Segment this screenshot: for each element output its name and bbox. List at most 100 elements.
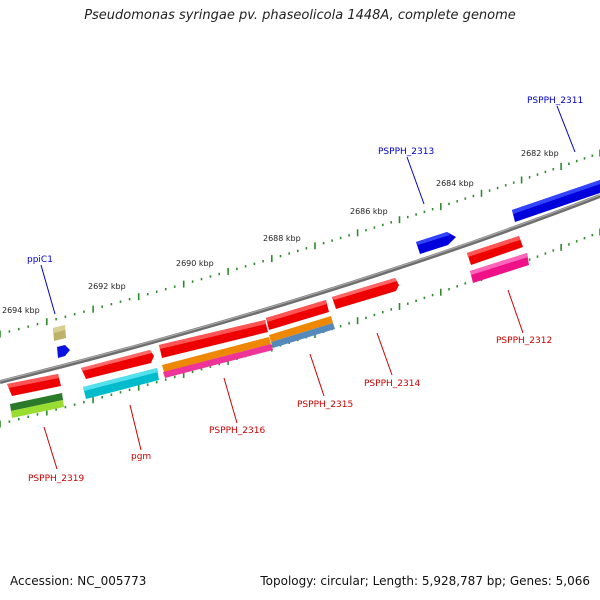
upper-tick-mark (575, 159, 578, 163)
upper-tick-mark (373, 226, 376, 229)
lower-tick-mark (155, 381, 158, 384)
lower-tick-mark (339, 325, 342, 328)
gene-label-PSPPH_2311[interactable]: PSPPH_2311 (527, 96, 583, 106)
upper-tick-mark (253, 262, 256, 265)
lower-tick-mark (128, 388, 131, 391)
leader-PSPPH_2319 (43, 426, 58, 470)
upper-tick-mark (18, 327, 20, 331)
genome-backbone (0, 194, 600, 384)
upper-tick-mark (536, 173, 539, 176)
upper-tick-mark (322, 242, 325, 245)
lower-tick-mark (382, 311, 384, 314)
leader-PSPPH_2311 (556, 105, 576, 153)
lower-tick-mark (356, 317, 359, 325)
lower-tick-mark (119, 391, 122, 394)
gene-PSPPH_2315[interactable] (266, 300, 335, 348)
upper-tick-mark (348, 234, 350, 237)
gene-label-PSPPH_2314[interactable]: PSPPH_2314 (364, 379, 420, 389)
gene-label-pgm[interactable]: pgm (131, 452, 151, 462)
gene-label-ppiC1[interactable]: ppiC1 (27, 255, 53, 265)
upper-tick-mark (236, 267, 238, 271)
tick-label-2688: 2688 kbp (263, 234, 301, 243)
upper-tick-mark (456, 200, 458, 203)
lower-tick-mark (27, 415, 29, 418)
gene-PSPPH_2316[interactable] (159, 320, 273, 378)
lower-tick-mark (423, 296, 426, 300)
upper-tick-mark (271, 255, 273, 263)
gene-PSPPH_2312[interactable] (467, 236, 529, 283)
upper-tick-mark (339, 236, 342, 240)
upper-tick-mark (227, 267, 229, 275)
upper-tick-mark (262, 260, 264, 263)
lower-tick-mark (365, 316, 367, 320)
upper-tick-mark (164, 288, 167, 291)
lower-tick-mark (164, 378, 167, 381)
upper-tick-mark (146, 293, 149, 296)
upper-tick-mark (244, 265, 247, 268)
upper-tick-mark (173, 285, 176, 288)
upper-tick-mark (110, 303, 113, 306)
tick-label-2692: 2692 kbp (88, 282, 126, 291)
upper-tick-track (0, 149, 600, 338)
leader-pgm (129, 404, 142, 451)
upper-tick-mark (480, 189, 483, 197)
gene-PSPPH_2313[interactable] (416, 232, 456, 254)
upper-tick-mark (64, 315, 67, 318)
map-title: Pseudomonas syringae pv. phaseolicola 14… (84, 8, 516, 23)
lower-tick-mark (191, 370, 194, 374)
lower-tick-mark (464, 282, 467, 285)
gene-PSPPH_2311[interactable] (512, 180, 600, 222)
gene-label-PSPPH_2316[interactable]: PSPPH_2316 (209, 426, 265, 436)
upper-tick-mark (591, 154, 594, 157)
upper-tick-mark (297, 249, 299, 253)
leader-PSPPH_2316 (223, 377, 238, 424)
upper-tick-mark (137, 293, 140, 301)
lower-tick-mark (448, 288, 450, 291)
upper-tick-mark (440, 203, 442, 211)
lower-tick-mark (137, 383, 140, 391)
upper-tick-mark (583, 157, 586, 160)
lower-tick-mark (92, 396, 94, 404)
upper-tick-mark (552, 168, 555, 171)
upper-tick-mark (128, 298, 131, 301)
upper-tick-mark (218, 272, 220, 276)
upper-tick-mark (504, 184, 507, 187)
upper-tick-mark (46, 318, 48, 326)
gene-pgm[interactable] (81, 350, 159, 399)
upper-tick-mark (331, 239, 333, 242)
lower-tick-mark (591, 233, 594, 237)
gene-label-PSPPH_2313[interactable]: PSPPH_2313 (378, 147, 434, 157)
lower-tick-mark (568, 243, 570, 246)
upper-tick-mark (390, 221, 392, 224)
upper-tick-mark (472, 194, 475, 198)
lower-tick-mark (415, 299, 417, 302)
upper-tick-mark (431, 208, 434, 211)
lower-tick-mark (182, 370, 185, 378)
gene-label-PSPPH_2312[interactable]: PSPPH_2312 (496, 336, 552, 346)
lower-tick-mark (407, 302, 409, 305)
upper-tick-mark (407, 215, 409, 219)
lower-tick-mark (218, 362, 220, 366)
upper-tick-mark (560, 163, 562, 170)
upper-tick-mark (305, 247, 308, 250)
upper-tick-mark (182, 280, 185, 288)
upper-tick-mark (119, 300, 122, 303)
genome-backbone-highlight (0, 194, 600, 382)
gene-label-PSPPH_2315[interactable]: PSPPH_2315 (297, 400, 353, 410)
gene-PSPPH_2314[interactable] (332, 278, 399, 309)
tick-label-2694: 2694 kbp (2, 306, 40, 315)
upper-tick-mark (55, 318, 57, 321)
lower-tick-mark (440, 288, 442, 296)
lower-tick-mark (398, 303, 401, 310)
gene-PSPPH_2319[interactable] (7, 374, 64, 418)
lower-tick-mark (101, 396, 103, 399)
lower-tick-mark (83, 401, 85, 404)
gene-ppiC1[interactable] (53, 325, 70, 358)
leader-PSPPH_2315 (309, 353, 325, 397)
lower-tick-mark (36, 413, 39, 416)
gene-label-PSPPH_2319[interactable]: PSPPH_2319 (28, 474, 84, 484)
upper-tick-mark (568, 162, 570, 165)
leader-PSPPH_2314 (376, 332, 393, 376)
lower-tick-mark (348, 322, 350, 325)
upper-tick-mark (36, 322, 39, 326)
